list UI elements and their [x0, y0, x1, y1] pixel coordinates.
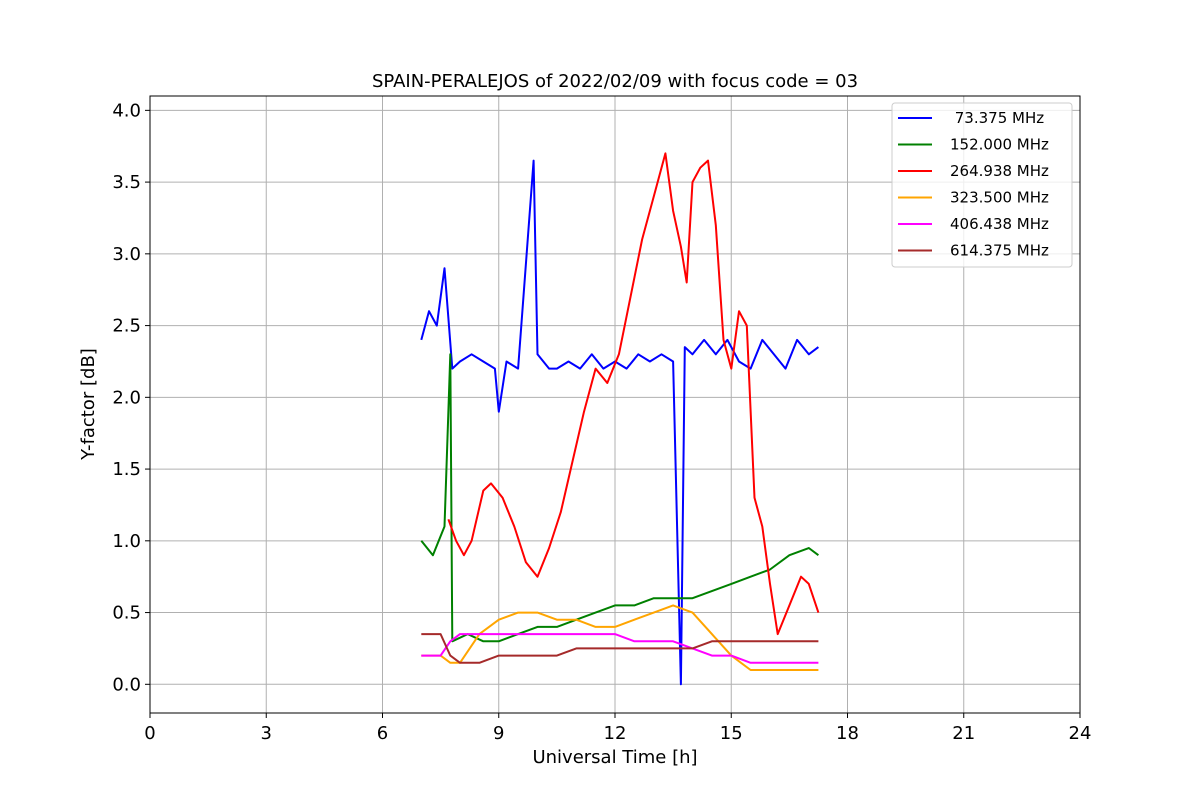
legend-label-5: 614.375 MHz — [950, 242, 1049, 260]
x-axis: 0 3 6 9 12 15 18 21 24 — [144, 713, 1091, 744]
legend-label-2: 264.938 MHz — [950, 162, 1049, 180]
x-tick-label: 3 — [261, 723, 272, 744]
y-tick-label: 3.5 — [112, 172, 141, 193]
series-lines — [420, 152, 820, 686]
y-tick-label: 1.5 — [112, 459, 141, 480]
legend-label-0: 73.375 MHz — [950, 109, 1044, 127]
y-tick-label: 4.0 — [112, 100, 141, 121]
y-axis-label: Y-factor [dB] — [78, 348, 99, 461]
x-tick-label: 0 — [144, 723, 155, 744]
legend: 73.375 MHz 152.000 MHz 264.938 MHz 323.500 … — [891, 102, 1073, 268]
x-axis-label: Universal Time [h] — [532, 747, 697, 768]
series-line-4 — [421, 633, 819, 664]
legend-label-1: 152.000 MHz — [950, 136, 1049, 154]
x-tick-label: 18 — [836, 723, 859, 744]
legend-label-3: 323.500 MHz — [950, 189, 1049, 207]
x-tick-label: 12 — [604, 723, 627, 744]
series-line-2 — [447, 152, 820, 636]
x-tick-label: 24 — [1069, 723, 1092, 744]
y-tick-label: 3.0 — [112, 244, 141, 265]
x-tick-label: 6 — [377, 723, 388, 744]
y-tick-label: 1.0 — [112, 531, 141, 552]
x-tick-label: 15 — [720, 723, 743, 744]
series-line-3 — [421, 604, 819, 671]
y-tick-label: 0.0 — [112, 674, 141, 695]
y-tick-label: 2.0 — [112, 387, 141, 408]
series-line-5 — [421, 633, 819, 664]
x-tick-label: 21 — [952, 723, 975, 744]
legend-label-4: 406.438 MHz — [950, 215, 1049, 233]
y-tick-label: 2.5 — [112, 316, 141, 337]
x-tick-label: 9 — [493, 723, 504, 744]
y-axis: 0.0 0.5 1.0 1.5 2.0 2.5 3.0 3.5 4.0 — [112, 100, 150, 695]
series-line-0 — [420, 159, 820, 686]
chart-title: SPAIN-PERALEJOS of 2022/02/09 with focus… — [372, 71, 858, 92]
series-line-1 — [420, 353, 820, 643]
legend-box — [891, 102, 1073, 268]
y-tick-label: 0.5 — [112, 603, 141, 624]
